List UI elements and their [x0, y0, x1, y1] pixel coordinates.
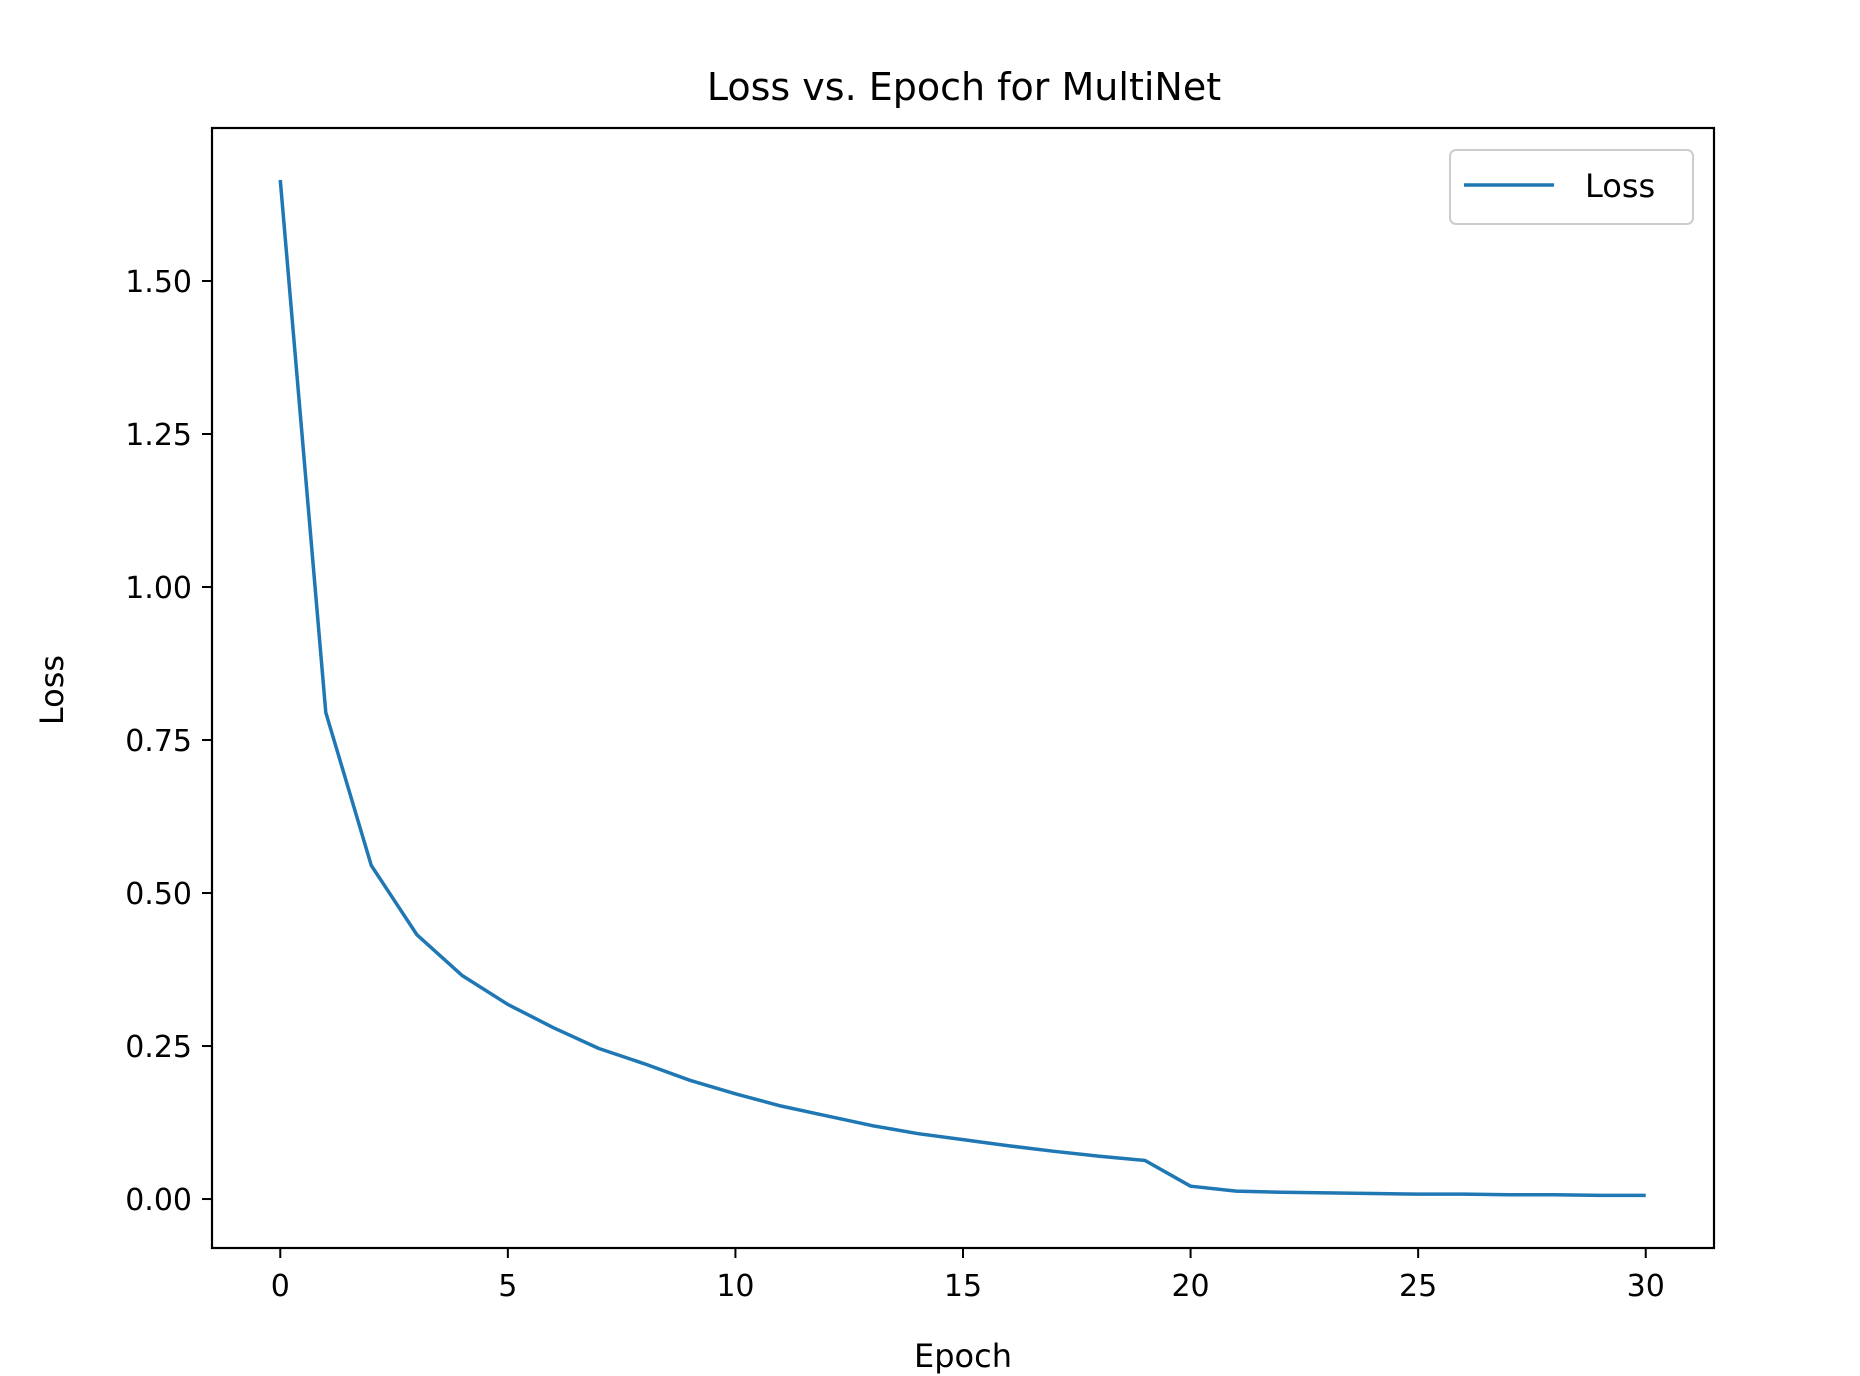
y-tick-label-5: 1.25 [125, 418, 192, 453]
series-line-loss [278, 179, 1646, 1198]
y-tick-label-4: 1.00 [125, 571, 192, 606]
legend-box [1449, 149, 1694, 225]
y-tick-label-2: 0.50 [125, 877, 192, 912]
y-tick-label-3: 0.75 [125, 724, 192, 759]
x-tick-label-0: 0 [271, 1269, 290, 1304]
y-tick-label-0: 0.00 [125, 1183, 192, 1218]
y-tick-label-1: 0.25 [125, 1030, 192, 1065]
legend: Loss [1449, 149, 1694, 225]
series-layer [278, 179, 1646, 1198]
x-axis-label: Epoch [914, 1337, 1012, 1375]
x-axis-ticks: 0 5 10 15 20 25 30 [271, 1248, 1665, 1304]
y-axis-label: Loss [33, 655, 71, 725]
y-axis-ticks: 0.00 0.25 0.50 0.75 1.00 1.25 1.50 [125, 265, 212, 1218]
plot-frame [210, 126, 1716, 1250]
x-tick-label-1: 5 [498, 1269, 517, 1304]
x-tick-label-3: 15 [944, 1269, 982, 1304]
x-tick-label-2: 10 [716, 1269, 754, 1304]
x-tick-label-6: 30 [1627, 1269, 1665, 1304]
x-tick-label-5: 25 [1399, 1269, 1437, 1304]
y-tick-label-6: 1.50 [125, 265, 192, 300]
legend-label-loss: Loss [1585, 167, 1655, 205]
chart-title: Loss vs. Epoch for MultiNet [707, 65, 1221, 109]
x-tick-label-4: 20 [1171, 1269, 1209, 1304]
